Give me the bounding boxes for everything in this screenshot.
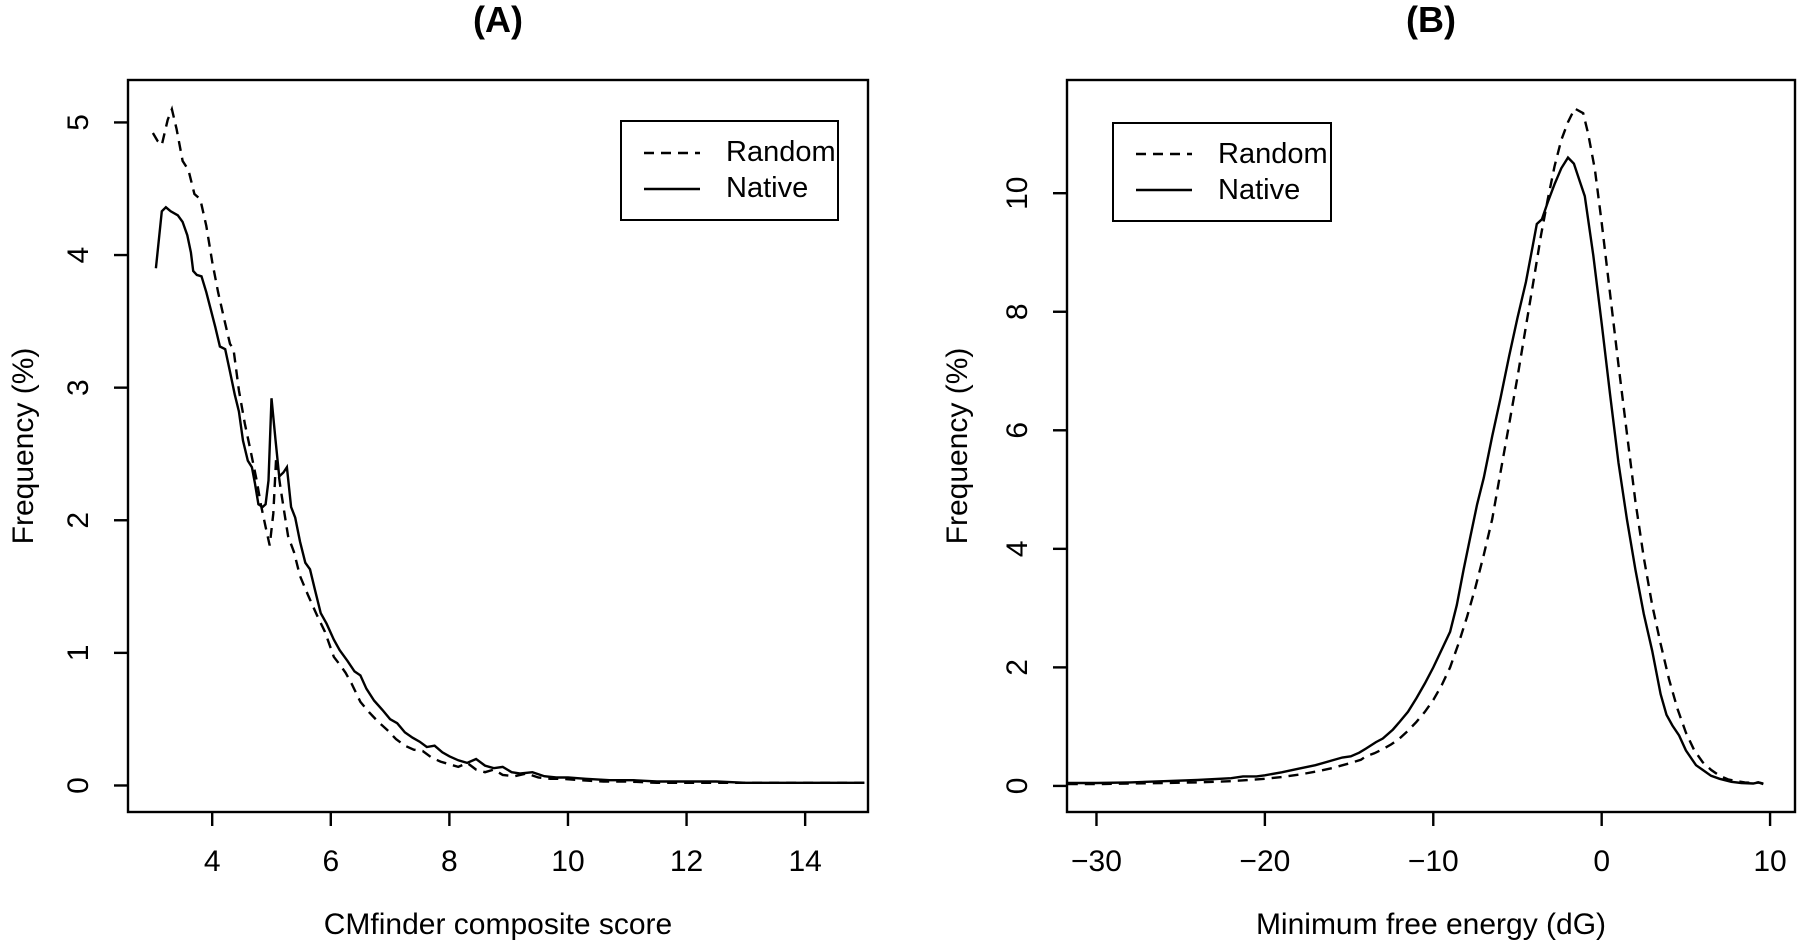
panel-a-x-tick-label: 8 — [441, 845, 458, 878]
legend-entry-random: Random — [1136, 136, 1330, 172]
panel-a-y-tick-label: 3 — [62, 379, 95, 396]
legend-label-random: Random — [726, 136, 836, 168]
legend-entry-random: Random — [644, 135, 837, 171]
panel-b-plot-frame — [1065, 78, 1797, 814]
panel-a-y-tick-label: 5 — [62, 114, 95, 131]
panel-a-y-axis-title: Frequency (%) — [7, 347, 40, 545]
panel-a-series-native-line — [154, 205, 865, 784]
panel-b-x-tick-label: −20 — [1239, 845, 1290, 878]
panel-a-y-tick-label: 1 — [62, 645, 95, 662]
panel-b-x-tick-label: 0 — [1593, 845, 1610, 878]
panel-b-y-tick-label: 2 — [1001, 659, 1034, 676]
solid-line-sample — [1136, 188, 1192, 192]
panel-b-title: (B) — [1406, 0, 1456, 40]
legend-entry-native: Native — [1136, 172, 1330, 208]
panel-a-x-tick-label: 6 — [322, 845, 339, 878]
panel-a-y-tick-label: 4 — [62, 247, 95, 264]
panel-a-x-tick-label: 10 — [551, 845, 584, 878]
panel-a-x-tick-label: 12 — [670, 845, 703, 878]
panel-b-y-tick-label: 6 — [1001, 422, 1034, 439]
panel-b-x-axis-title: Minimum free energy (dG) — [1255, 908, 1607, 941]
legend-label-native: Native — [726, 172, 809, 204]
dashed-line-sample — [1136, 152, 1192, 156]
panel-b-y-tick-label: 0 — [1001, 778, 1034, 795]
legend-label-native: Native — [1218, 173, 1301, 206]
panel-a-x-axis-title: CMfinder composite score — [323, 908, 673, 941]
panel-b-series-random-line — [1067, 106, 1764, 786]
panel-a-x-tick-label: 4 — [204, 845, 221, 878]
panel-b-y-tick-label: 10 — [1001, 177, 1034, 210]
legend-entry-native: Native — [644, 171, 837, 207]
panel-b-x-tick-label: −30 — [1071, 845, 1122, 878]
legend-label-random: Random — [1218, 137, 1328, 170]
solid-line-sample — [644, 187, 700, 190]
panel-a-y-tick-label: 2 — [62, 512, 95, 529]
panel-b-x-tick-label: −10 — [1408, 845, 1459, 878]
panel-b-y-tick-label: 4 — [1001, 540, 1034, 557]
panel-b-series-native-line — [1067, 155, 1764, 786]
panel-b-x-tick-label: 10 — [1753, 845, 1786, 878]
panel-a-series-random-line — [151, 105, 865, 784]
panel-a-x-tick-label: 14 — [788, 845, 821, 878]
panel-a-plot-frame — [126, 78, 870, 814]
panel-a-title: (A) — [473, 0, 523, 40]
dashed-line-sample — [644, 151, 700, 154]
panel-b-y-axis-title: Frequency (%) — [941, 347, 974, 545]
panel-b-y-tick-label: 8 — [1001, 303, 1034, 320]
panel-a-y-tick-label: 0 — [62, 777, 95, 794]
panel-b-legend: Random Native — [1112, 122, 1332, 222]
panel-a-legend: Random Native — [620, 120, 839, 221]
